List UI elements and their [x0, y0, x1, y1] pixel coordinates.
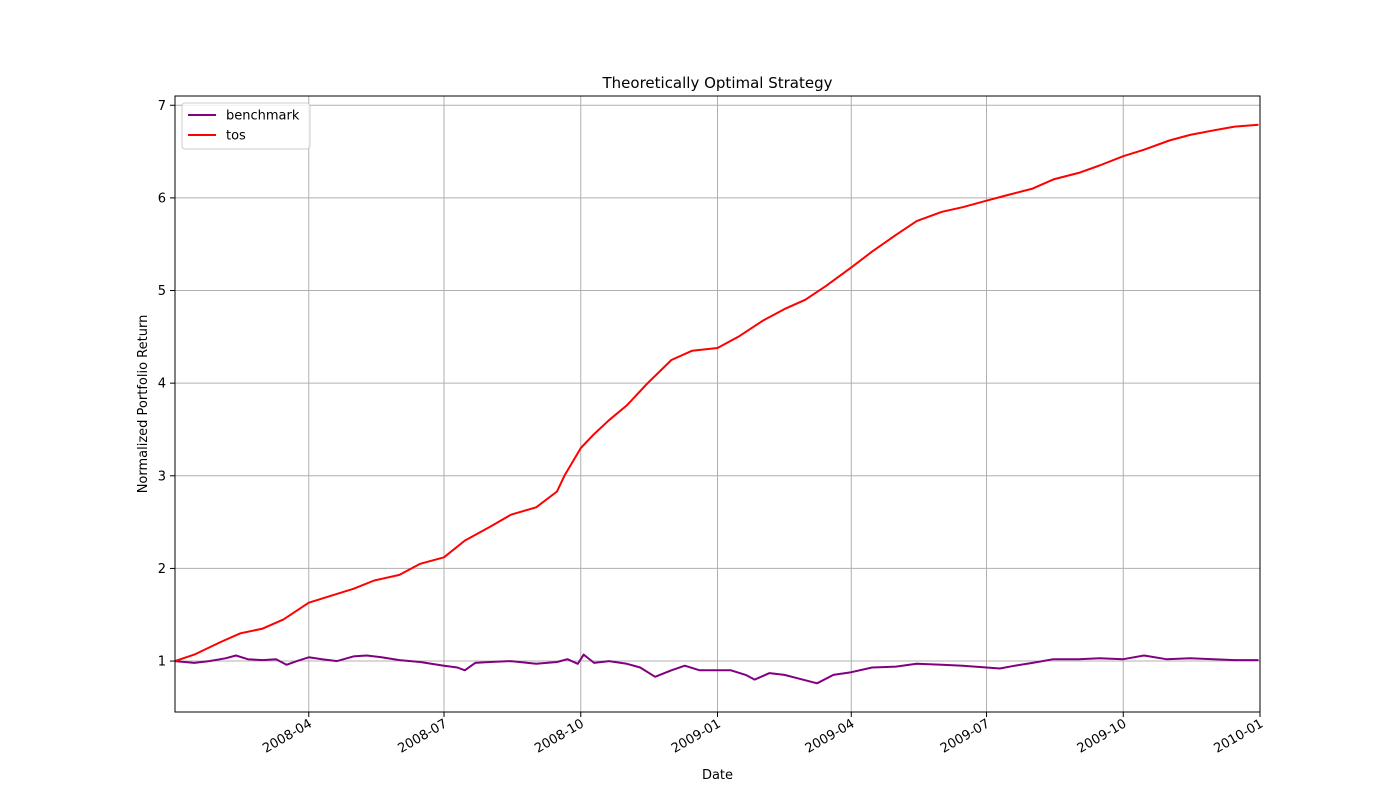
- legend-label-benchmark: benchmark: [226, 109, 300, 124]
- y-tick-label: 3: [158, 469, 166, 484]
- legend-label-tos: tos: [226, 129, 246, 144]
- series-group: [174, 123, 1259, 685]
- series-line-benchmark: [174, 653, 1259, 685]
- y-tick-label: 5: [158, 284, 166, 299]
- y-tick-label: 1: [158, 655, 166, 670]
- y-axis-label: Normalized Portfolio Return: [136, 315, 151, 494]
- y-axis: 1 2 3 4 5 6 7: [158, 99, 175, 670]
- chart-title: Theoretically Optimal Strategy: [602, 74, 833, 92]
- legend: benchmark tos: [181, 102, 311, 150]
- y-tick-label: 6: [158, 191, 166, 206]
- y-tick-label: 4: [158, 377, 166, 392]
- y-tick-label: 2: [158, 562, 166, 577]
- x-axis-label: Date: [702, 768, 733, 783]
- series-line-tos: [174, 123, 1259, 663]
- y-tick-label: 7: [158, 99, 166, 114]
